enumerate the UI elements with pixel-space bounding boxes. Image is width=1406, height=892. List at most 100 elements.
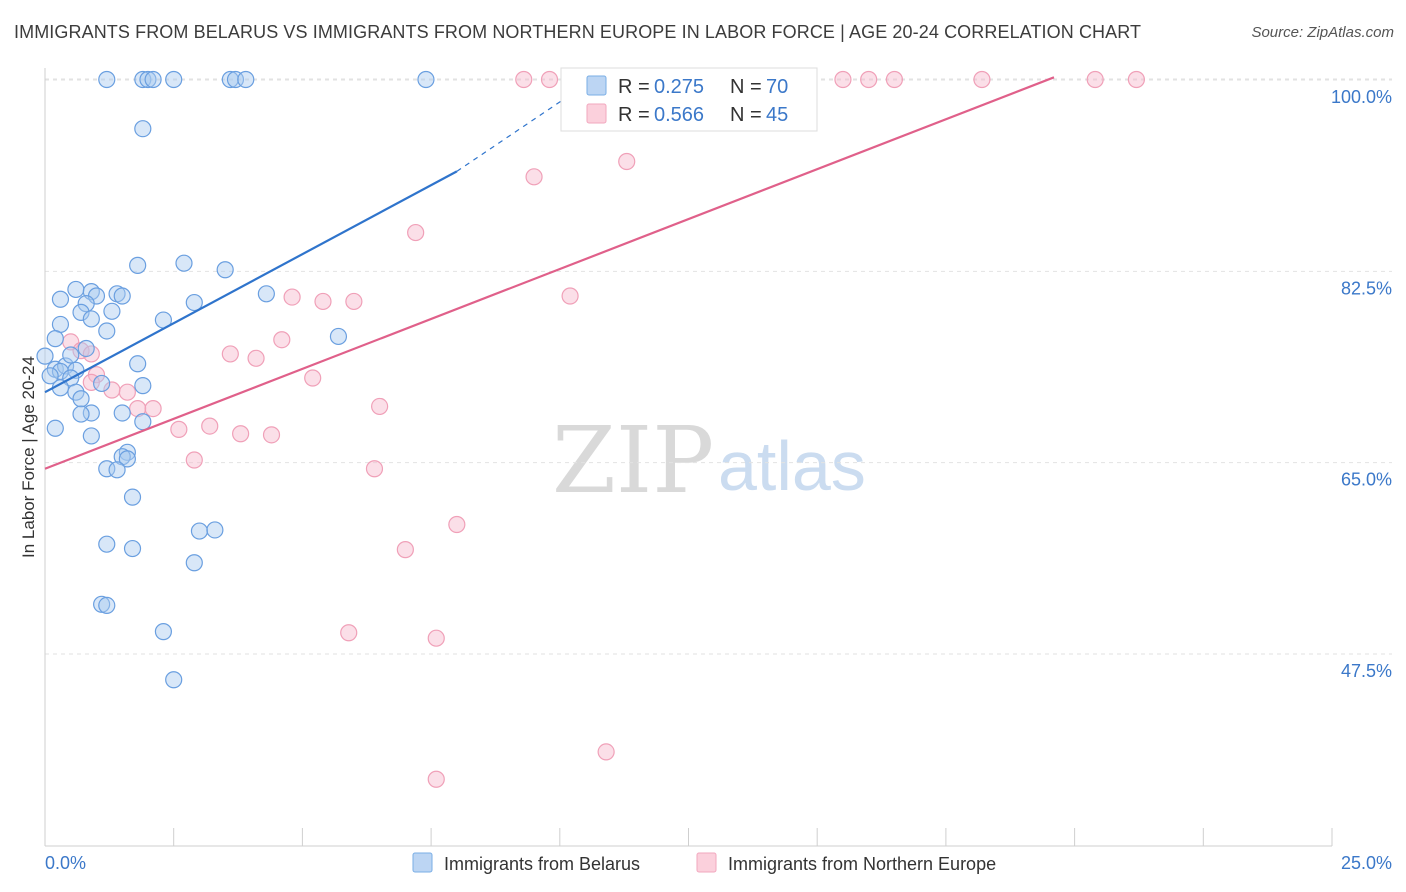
point-belarus xyxy=(72,390,90,408)
point-belarus xyxy=(113,404,131,422)
x-tick-label-max: 25.0% xyxy=(1341,853,1392,873)
point-northern-europe xyxy=(247,349,265,367)
point-belarus xyxy=(62,346,80,364)
point-northern-europe xyxy=(201,417,219,435)
series-northern-europe xyxy=(62,70,1145,788)
point-belarus xyxy=(108,461,126,479)
bottom-legend-label-northern: Immigrants from Northern Europe xyxy=(728,854,996,874)
point-belarus xyxy=(134,413,152,431)
legend-n-value-belarus: 70 xyxy=(766,76,788,98)
grid xyxy=(45,78,1392,655)
point-belarus xyxy=(51,290,70,308)
point-belarus xyxy=(77,339,95,358)
point-belarus xyxy=(154,623,173,641)
point-northern-europe xyxy=(973,70,991,89)
point-belarus xyxy=(144,70,162,89)
point-belarus xyxy=(134,377,152,395)
trend-line-belarus xyxy=(44,170,458,394)
point-belarus xyxy=(190,522,209,540)
point-belarus xyxy=(51,315,70,334)
point-northern-europe xyxy=(144,400,162,418)
point-northern-europe xyxy=(365,460,384,478)
point-northern-europe xyxy=(283,288,301,306)
watermark-atlas: atlas xyxy=(718,427,866,505)
point-belarus xyxy=(165,70,183,89)
point-belarus xyxy=(46,419,64,437)
chart-title: IMMIGRANTS FROM BELARUS VS IMMIGRANTS FR… xyxy=(14,22,1142,42)
point-belarus xyxy=(175,254,193,272)
point-northern-europe xyxy=(185,451,203,469)
point-belarus xyxy=(123,539,142,558)
legend-n-label-northern: N = xyxy=(730,104,762,126)
point-belarus xyxy=(417,70,435,89)
x-ticks xyxy=(44,828,1333,846)
point-belarus xyxy=(98,535,116,553)
trend-line-northern-europe xyxy=(44,76,1055,470)
point-northern-europe xyxy=(396,541,414,559)
point-belarus xyxy=(129,355,147,373)
point-belarus xyxy=(82,427,100,445)
point-belarus xyxy=(82,310,100,328)
point-northern-europe xyxy=(262,426,281,444)
legend-r-value-belarus: 0.275 xyxy=(654,76,704,98)
point-belarus xyxy=(113,287,131,305)
point-belarus xyxy=(98,596,116,615)
point-belarus xyxy=(36,347,54,365)
point-belarus xyxy=(93,595,111,613)
point-northern-europe xyxy=(340,624,358,642)
trend-lines xyxy=(44,76,1055,470)
watermark: ZIP atlas xyxy=(552,407,866,514)
trend-line-belarus-extension xyxy=(456,91,576,172)
point-belarus xyxy=(185,554,203,572)
point-belarus xyxy=(118,450,136,468)
point-northern-europe xyxy=(273,331,291,349)
point-belarus xyxy=(77,295,95,313)
point-northern-europe xyxy=(525,168,543,186)
y-axis-label: In Labor Force | Age 20-24 xyxy=(19,356,38,558)
bottom-legend-label-belarus: Immigrants from Belarus xyxy=(444,854,640,874)
point-northern-europe xyxy=(407,223,425,242)
watermark-zip: ZIP xyxy=(552,407,714,514)
point-belarus xyxy=(185,293,203,312)
point-belarus xyxy=(237,70,255,89)
x-tick-label-min: 0.0% xyxy=(45,853,86,873)
point-belarus xyxy=(257,285,275,303)
point-northern-europe xyxy=(232,425,250,443)
point-northern-europe xyxy=(314,292,332,311)
point-northern-europe xyxy=(221,345,239,363)
point-belarus xyxy=(93,374,111,393)
point-northern-europe xyxy=(304,369,322,387)
bottom-legend-swatch-belarus xyxy=(412,852,433,873)
point-belarus xyxy=(103,302,121,320)
point-northern-europe xyxy=(345,292,363,311)
legend-n-label-belarus: N = xyxy=(730,76,762,98)
point-northern-europe xyxy=(118,383,136,401)
point-northern-europe xyxy=(427,629,445,647)
point-belarus xyxy=(72,405,90,423)
series-belarus xyxy=(36,70,435,689)
point-belarus xyxy=(206,521,224,539)
bottom-legend: Immigrants from Belarus Immigrants from … xyxy=(412,852,996,874)
y-tick-label: 47.5% xyxy=(1341,661,1392,681)
y-tick-label: 82.5% xyxy=(1341,278,1392,298)
point-northern-europe xyxy=(540,70,559,89)
point-northern-europe xyxy=(448,515,466,534)
point-belarus xyxy=(123,488,142,506)
point-belarus xyxy=(98,70,116,89)
point-northern-europe xyxy=(618,152,636,171)
point-northern-europe xyxy=(515,70,533,89)
point-belarus xyxy=(165,671,183,689)
source-credit: Source: ZipAtlas.com xyxy=(1251,24,1394,41)
legend-swatch-northern xyxy=(586,103,607,124)
y-tick-label: 100.0% xyxy=(1331,87,1392,107)
point-northern-europe xyxy=(885,70,904,89)
y-tick-labels: 100.0% 82.5% 65.0% 47.5% xyxy=(1331,87,1392,681)
point-northern-europe xyxy=(860,70,878,89)
point-northern-europe xyxy=(170,420,188,438)
legend-r-label-belarus: R = xyxy=(618,76,650,98)
point-northern-europe xyxy=(1127,70,1145,89)
point-northern-europe xyxy=(427,770,445,788)
y-tick-label: 65.0% xyxy=(1341,470,1392,490)
point-belarus xyxy=(134,120,152,138)
